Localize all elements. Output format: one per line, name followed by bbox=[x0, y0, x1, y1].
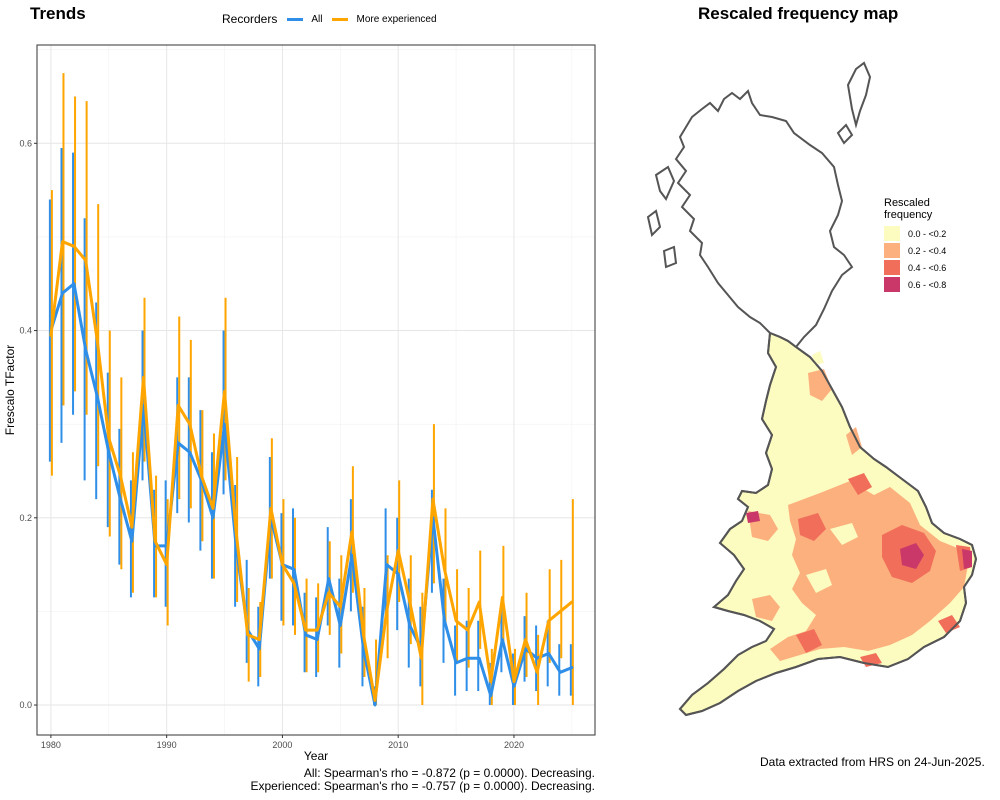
x-tick-label: 2020 bbox=[504, 740, 524, 750]
series-lines bbox=[49, 240, 574, 707]
plot-border bbox=[36, 44, 596, 736]
map-title: Rescaled frequency map bbox=[698, 4, 899, 23]
map-legend-title-line1: Rescaled bbox=[884, 197, 930, 209]
legend-swatch-all bbox=[287, 17, 304, 21]
legend-label-all: All bbox=[311, 13, 323, 25]
map-legend-swatch bbox=[884, 226, 900, 241]
y-tick-label: 0.2 bbox=[19, 513, 32, 523]
x-axis-label: Year bbox=[304, 749, 328, 763]
map-legend: Rescaled frequency 0.0 - <0.2 0.2 - <0.4… bbox=[884, 197, 946, 293]
trends-title: Trends bbox=[30, 4, 86, 23]
x-tick-label: 1990 bbox=[157, 740, 177, 750]
map-legend-label: 0.2 - <0.4 bbox=[908, 245, 947, 256]
map-legend-label: 0.6 - <0.8 bbox=[908, 279, 947, 290]
map-legend-swatch bbox=[884, 243, 900, 258]
map-legend-title-line2: frequency bbox=[884, 209, 933, 221]
series-line-all bbox=[49, 282, 574, 707]
extraction-note: Data extracted from HRS on 24-Jun-2025. bbox=[760, 755, 985, 769]
y-tick-label: 0.4 bbox=[19, 326, 32, 336]
legend-title: Recorders bbox=[222, 12, 278, 26]
y-axis-label: Frescalo TFactor bbox=[3, 345, 17, 435]
x-tick-label: 2010 bbox=[388, 740, 408, 750]
legend-swatch-experienced bbox=[332, 17, 349, 21]
spearman-stats: All: Spearman's rho = -0.872 (p = 0.0000… bbox=[251, 767, 596, 793]
map-legend-label: 0.0 - <0.2 bbox=[908, 228, 947, 239]
trends-chart: 0.0 0.2 0.4 0.6 1980 1990 2000 2010 2020 Year Fr… bbox=[3, 44, 596, 763]
y-tick-label: 0.6 bbox=[19, 138, 32, 148]
map-legend-item: 0.6 - <0.8 bbox=[884, 276, 946, 293]
map-legend-label: 0.4 - <0.6 bbox=[908, 262, 947, 273]
northern-isles-outline bbox=[836, 61, 872, 145]
map-legend-swatch bbox=[884, 260, 900, 275]
map-legend-item: 0.0 - <0.2 bbox=[884, 225, 946, 242]
series-line-experienced bbox=[49, 240, 574, 702]
error-bars bbox=[48, 73, 574, 706]
y-tick-label: 0.0 bbox=[19, 700, 32, 710]
map-legend-swatch bbox=[884, 277, 900, 292]
ticks: 0.0 0.2 0.4 0.6 1980 1990 2000 2010 2020 bbox=[19, 138, 523, 750]
frequency-map bbox=[646, 61, 978, 717]
map-legend-title: Rescaled frequency bbox=[884, 197, 946, 221]
stats-line-experienced: Experienced: Spearman's rho = -0.757 (p … bbox=[250, 779, 596, 793]
scotland-outline bbox=[674, 89, 854, 349]
map-legend-item: 0.2 - <0.4 bbox=[884, 242, 946, 259]
x-tick-label: 2000 bbox=[272, 740, 292, 750]
stats-line-all: All: Spearman's rho = -0.872 (p = 0.0000… bbox=[303, 766, 595, 780]
chart-legend: Recorders All More experienced bbox=[222, 12, 437, 26]
legend-label-experienced: More experienced bbox=[356, 13, 437, 25]
frequency-patches bbox=[746, 351, 972, 667]
england-wales-outline bbox=[678, 331, 978, 717]
map-legend-item: 0.4 - <0.6 bbox=[884, 259, 946, 276]
western-isles-outline bbox=[646, 165, 678, 269]
x-tick-label: 1980 bbox=[41, 740, 61, 750]
